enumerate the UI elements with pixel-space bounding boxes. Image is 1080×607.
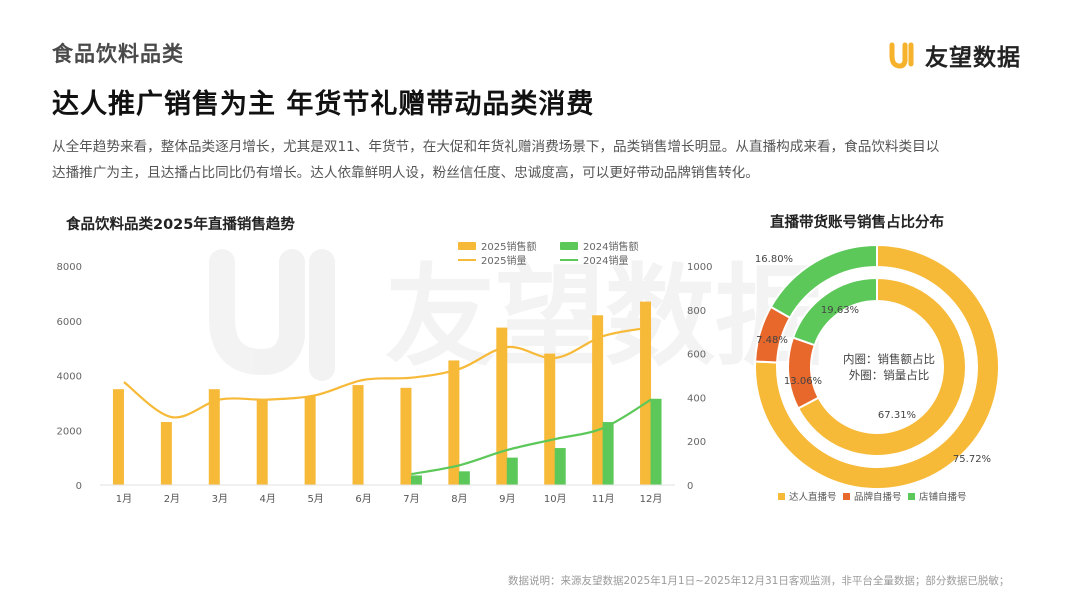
bars <box>112 301 662 485</box>
right-tick-label: 0 <box>687 481 693 492</box>
bar-2025销售额 <box>496 327 508 485</box>
right-tick-label: 800 <box>687 306 706 317</box>
legend-label: 店铺自播号 <box>919 491 967 503</box>
outer-label: 7.48% <box>756 335 788 346</box>
left-tick-label: 0 <box>76 481 82 492</box>
line-2025销量 <box>123 326 652 419</box>
bar-2024销售额 <box>458 471 470 485</box>
intro-paragraph: 从全年趋势来看，整体品类逐月增长，尤其是双11、年货节，在大促和年货礼赠消费场景… <box>52 134 1042 186</box>
legend-swatch <box>458 242 476 250</box>
category-title: 食品饮料品类 <box>52 42 184 66</box>
legend-label: 达人直播号 <box>789 491 837 503</box>
x-tick-label: 10月 <box>544 493 567 505</box>
lines <box>123 326 652 476</box>
center-note-line: 内圈：销售额占比 <box>843 352 935 366</box>
donut-labels: 75.72% 7.48% 16.80% 67.31% 13.06% 19.63% <box>755 254 991 465</box>
intro-line-1: 从全年趋势来看，整体品类逐月增长，尤其是双11、年货节，在大促和年货礼赠消费场景… <box>52 139 940 155</box>
brand-logo: 友望数据 <box>889 38 1021 72</box>
legend-swatch <box>560 242 578 250</box>
right-tick-label: 600 <box>687 350 706 361</box>
inner-label: 19.63% <box>821 305 859 316</box>
outer-label: 16.80% <box>755 254 793 265</box>
x-axis: 1月 2月 3月 4月 5月 6月 7月 8月 9月 10月 11月 12月 <box>100 484 675 505</box>
donut-rings <box>754 243 1000 490</box>
right-tick-label: 200 <box>687 437 706 448</box>
donut-legend: 达人直播号 品牌自播号 店铺自播号 <box>778 491 967 503</box>
x-tick-label: 3月 <box>212 493 228 505</box>
x-tick-label: 9月 <box>499 493 515 505</box>
intro-line-2: 达播推广为主，且达播占比同比仍有增长。达人依靠鲜明人设，粉丝信任度、忠诚度高，可… <box>52 165 759 181</box>
bar-2025销售额 <box>256 400 268 485</box>
x-tick-label: 5月 <box>307 493 323 505</box>
trend-chart-title: 食品饮料品类2025年直播销售趋势 <box>66 217 295 233</box>
right-tick-label: 1000 <box>687 262 712 273</box>
x-tick-label: 4月 <box>260 493 276 505</box>
center-note-line: 外圈：销量占比 <box>849 368 930 382</box>
left-axis: 0 2000 4000 6000 8000 <box>57 262 82 492</box>
data-footnote: 数据说明：来源友望数据2025年1月1日~2025年12月31日客观监测，非平台… <box>508 575 1010 587</box>
bar-2025销售额 <box>304 396 316 485</box>
bar-2024销售额 <box>506 457 518 485</box>
line-2024销量 <box>411 398 652 476</box>
inner-label: 67.31% <box>878 410 916 421</box>
legend-swatch <box>778 493 785 500</box>
left-tick-label: 4000 <box>57 372 82 383</box>
trend-chart-legend: 2025销售额 2024销售额 2025销量 2024销量 <box>458 240 638 267</box>
legend-swatch <box>843 493 850 500</box>
legend-label: 品牌自播号 <box>854 491 902 503</box>
bar-2025销售额 <box>592 315 604 485</box>
legend-label: 2024销售额 <box>583 240 638 253</box>
x-tick-label: 12月 <box>640 493 663 505</box>
outer-slice-达人直播号 <box>754 243 1000 490</box>
x-tick-label: 1月 <box>116 493 132 505</box>
inner-slice-店铺自播号 <box>791 276 878 347</box>
bar-2025销售额 <box>400 387 412 485</box>
legend-label: 2025销量 <box>481 254 526 267</box>
share-chart-title: 直播带货账号销售占比分布 <box>770 215 944 231</box>
right-tick-label: 400 <box>687 393 706 404</box>
left-tick-label: 6000 <box>57 317 82 328</box>
x-tick-label: 7月 <box>403 493 419 505</box>
x-tick-label: 11月 <box>592 493 615 505</box>
x-tick-label: 2月 <box>164 493 180 505</box>
bar-2025销售额 <box>112 389 124 485</box>
legend-swatch <box>908 493 915 500</box>
bar-2024销售额 <box>554 448 566 485</box>
bar-2025销售额 <box>208 389 220 485</box>
outer-label: 75.72% <box>953 454 991 465</box>
brand-name: 友望数据 <box>925 45 1021 71</box>
outer-slice-店铺自播号 <box>769 243 878 320</box>
bar-2025销售额 <box>352 385 364 485</box>
inner-slice-品牌自播号 <box>787 336 820 410</box>
bar-2024销售额 <box>650 398 662 485</box>
legend-label: 2025销售额 <box>481 240 536 253</box>
share-donut-chart: 75.72% 7.48% 16.80% 67.31% 13.06% 19.63% 内圈：销… <box>754 243 1000 503</box>
inner-slice-达人直播号 <box>796 276 967 457</box>
page-headline: 达人推广销售为主 年货节礼赠带动品类消费 <box>52 89 595 120</box>
brand-mark-icon <box>889 42 914 69</box>
x-tick-label: 6月 <box>355 493 371 505</box>
left-tick-label: 2000 <box>57 426 82 437</box>
bar-2024销售额 <box>410 475 422 485</box>
right-axis: 0 200 400 600 800 1000 <box>687 262 712 492</box>
bar-2025销售额 <box>544 353 556 485</box>
bar-2025销售额 <box>160 422 172 485</box>
inner-label: 13.06% <box>784 376 822 387</box>
x-tick-label: 8月 <box>451 493 467 505</box>
bar-2025销售额 <box>448 360 460 485</box>
bar-2024销售额 <box>602 422 614 485</box>
bar-2025销售额 <box>640 301 652 485</box>
left-tick-label: 8000 <box>57 262 82 273</box>
legend-label: 2024销量 <box>583 254 628 267</box>
